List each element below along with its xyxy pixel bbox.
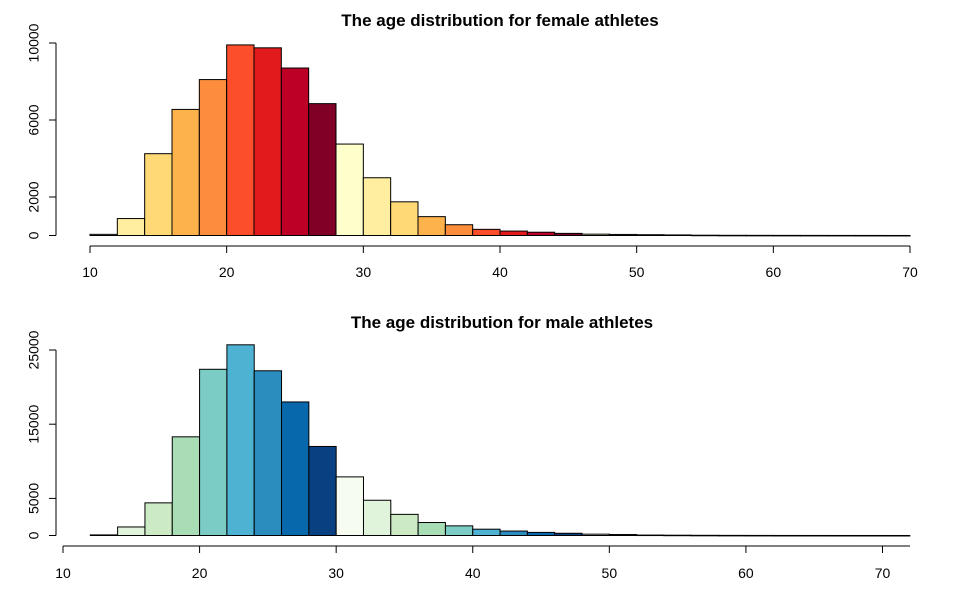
- female-bar-12-14: [116, 218, 146, 236]
- male-x-axis: 10 20 30 40 50 60 70: [55, 545, 910, 581]
- female-bar-44-46: [554, 232, 583, 237]
- male-bar-50-52: [608, 534, 638, 537]
- female-bar-56-58: [718, 234, 747, 237]
- female-bar-10-12: [89, 233, 118, 237]
- male-bar-54-56: [663, 534, 692, 537]
- male-bar-20-22: [199, 368, 228, 536]
- male-bar-14-16: [117, 526, 146, 536]
- male-bar-24-26: [253, 370, 283, 536]
- female-x-tick-label-40: 40: [492, 264, 508, 280]
- female-y-tick-label-2000: 2000: [26, 181, 42, 212]
- female-bar-14-16: [144, 153, 173, 236]
- female-x-tick-label-20: 20: [219, 264, 235, 280]
- female-bar-16-18: [171, 108, 200, 236]
- male-bar-22-24: [226, 344, 255, 536]
- male-bar-38-40: [444, 525, 474, 537]
- male-bar-62-64: [772, 534, 802, 537]
- male-y-tick-label-25000: 25000: [26, 330, 42, 369]
- male-bar-60-62: [745, 534, 774, 537]
- female-x-tick-label-30: 30: [356, 264, 372, 280]
- male-bar-46-48: [554, 532, 583, 536]
- female-chart-title: The age distribution for female athletes: [341, 11, 658, 30]
- male-y-tick-label-5000: 5000: [26, 483, 42, 514]
- female-y-axis: 0 2000 6000 10000: [26, 23, 57, 239]
- female-bar-64-66: [827, 234, 856, 237]
- male-bars: [89, 344, 911, 537]
- female-bar-22-24: [253, 47, 282, 236]
- female-bar-60-62: [772, 234, 802, 237]
- female-y-tick-label-0: 0: [26, 231, 42, 239]
- female-x-tick-label-70: 70: [902, 264, 918, 280]
- male-x-tick-label-60: 60: [738, 565, 754, 581]
- male-chart-title: The age distribution for male athletes: [351, 313, 653, 332]
- male-x-tick-label-70: 70: [875, 565, 891, 581]
- male-y-tick-label-0: 0: [26, 531, 42, 539]
- male-y-tick-label-15000: 15000: [26, 405, 42, 444]
- male-x-tick-label-30: 30: [328, 565, 344, 581]
- male-bar-18-20: [171, 436, 201, 536]
- male-bar-56-58: [690, 534, 720, 537]
- female-bars: [89, 44, 911, 237]
- male-bar-40-42: [472, 528, 501, 536]
- female-bar-40-42: [499, 230, 528, 236]
- female-bar-24-26: [280, 67, 310, 237]
- male-bar-36-38: [417, 522, 446, 537]
- female-histogram-panel: The age distribution for female athletes…: [26, 11, 918, 280]
- male-bar-52-54: [636, 534, 665, 537]
- male-bar-48-50: [581, 533, 610, 537]
- female-bar-32-34: [390, 201, 419, 236]
- female-bar-50-52: [636, 234, 665, 236]
- female-bar-26-28: [308, 103, 337, 236]
- female-bar-62-64: [800, 234, 829, 237]
- female-bar-52-54: [663, 234, 692, 237]
- female-x-tick-label-50: 50: [629, 264, 645, 280]
- male-bar-44-46: [526, 531, 556, 537]
- female-bar-66-68: [854, 234, 884, 237]
- female-y-tick-label-6000: 6000: [26, 104, 42, 135]
- female-bar-48-50: [608, 233, 638, 237]
- female-bar-54-56: [690, 234, 720, 237]
- female-bar-46-48: [581, 233, 610, 236]
- male-bar-64-66: [800, 534, 829, 537]
- male-bar-42-44: [499, 530, 528, 536]
- female-y-tick-label-10000: 10000: [26, 23, 42, 62]
- male-bar-70-72: [882, 534, 911, 537]
- male-y-axis: 0 5000 15000 25000: [26, 330, 57, 539]
- male-bar-66-68: [827, 534, 856, 537]
- male-bar-34-36: [390, 513, 419, 537]
- female-bar-68-70: [882, 234, 911, 237]
- female-bar-42-44: [526, 231, 556, 236]
- male-bar-28-30: [308, 445, 337, 536]
- female-bar-36-38: [444, 224, 474, 237]
- male-x-tick-label-20: 20: [192, 565, 208, 581]
- male-x-tick-label-50: 50: [602, 565, 618, 581]
- female-bar-18-20: [198, 79, 228, 236]
- male-bar-26-28: [281, 401, 310, 536]
- male-x-tick-label-10: 10: [55, 565, 71, 581]
- female-bar-34-36: [417, 216, 446, 236]
- male-bar-30-32: [335, 476, 364, 536]
- male-x-tick-label-40: 40: [465, 565, 481, 581]
- female-bar-58-60: [745, 234, 774, 237]
- female-bar-30-32: [362, 177, 392, 236]
- male-bar-12-14: [89, 534, 119, 536]
- female-bar-38-40: [472, 228, 501, 236]
- male-bar-16-18: [144, 502, 173, 536]
- female-x-axis: 10 20 30 40 50 60 70: [82, 245, 918, 280]
- female-x-tick-label-10: 10: [82, 264, 98, 280]
- male-bar-58-60: [718, 534, 747, 537]
- male-histogram-panel: The age distribution for male athletes 1…: [26, 313, 911, 581]
- female-bar-28-30: [335, 143, 364, 236]
- female-x-tick-label-60: 60: [766, 264, 782, 280]
- male-bar-32-34: [362, 499, 392, 537]
- female-bar-20-22: [226, 44, 255, 236]
- male-bar-68-70: [854, 534, 884, 537]
